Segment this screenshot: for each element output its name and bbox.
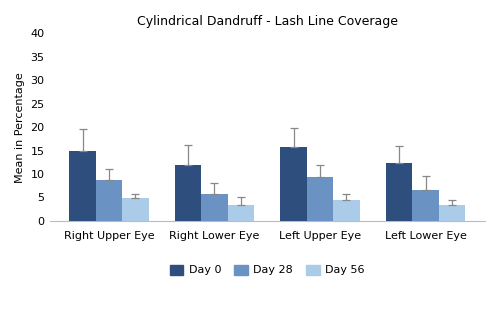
Bar	[70, 150, 96, 221]
Bar	[122, 198, 148, 221]
Title: Cylindrical Dandruff - Lash Line Coverage: Cylindrical Dandruff - Lash Line Coverag…	[137, 15, 398, 28]
Bar	[96, 180, 122, 221]
Bar	[175, 165, 202, 221]
Bar	[412, 189, 439, 221]
Bar	[333, 200, 359, 221]
Bar	[202, 194, 228, 221]
Bar	[228, 205, 254, 221]
Bar	[439, 206, 465, 221]
Bar	[386, 163, 412, 221]
Bar	[307, 177, 333, 221]
Y-axis label: Mean in Percentage: Mean in Percentage	[15, 72, 25, 182]
Bar	[280, 147, 307, 221]
Legend: Day 0, Day 28, Day 56: Day 0, Day 28, Day 56	[166, 260, 370, 280]
